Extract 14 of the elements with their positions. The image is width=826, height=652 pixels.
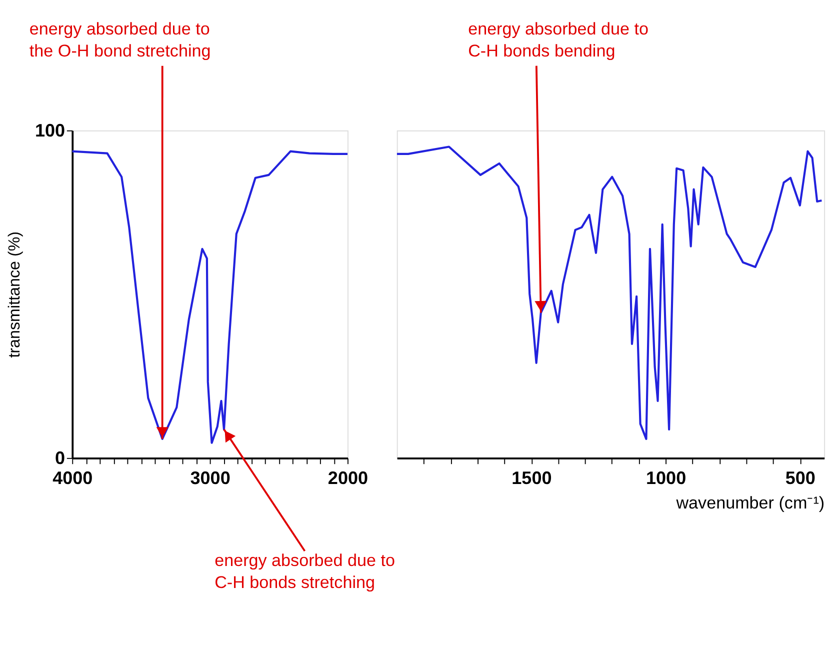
line-series <box>72 150 348 444</box>
x-tick-label: 3000 <box>190 468 230 488</box>
x-tick-label: 500 <box>785 468 816 488</box>
annotation: energy absorbed due to the O-H bond stretching <box>29 19 211 60</box>
y-tick-label: 100 <box>34 120 66 141</box>
annotation: energy absorbed due to C-H bonds bending <box>468 19 648 60</box>
y-axis-title: transmittance (%) <box>6 231 24 358</box>
x-tick-label: 1000 <box>646 468 686 488</box>
annotation: energy absorbed due to C-H bonds stretching <box>214 551 395 592</box>
x-tick-label: 1500 <box>512 468 552 488</box>
x-axis-title: wavenumber (cm⁻¹) <box>675 494 825 513</box>
y-tick-label: 0 <box>55 448 66 468</box>
x-tick-label: 2000 <box>328 468 368 488</box>
x-tick-label: 4000 <box>52 468 93 488</box>
